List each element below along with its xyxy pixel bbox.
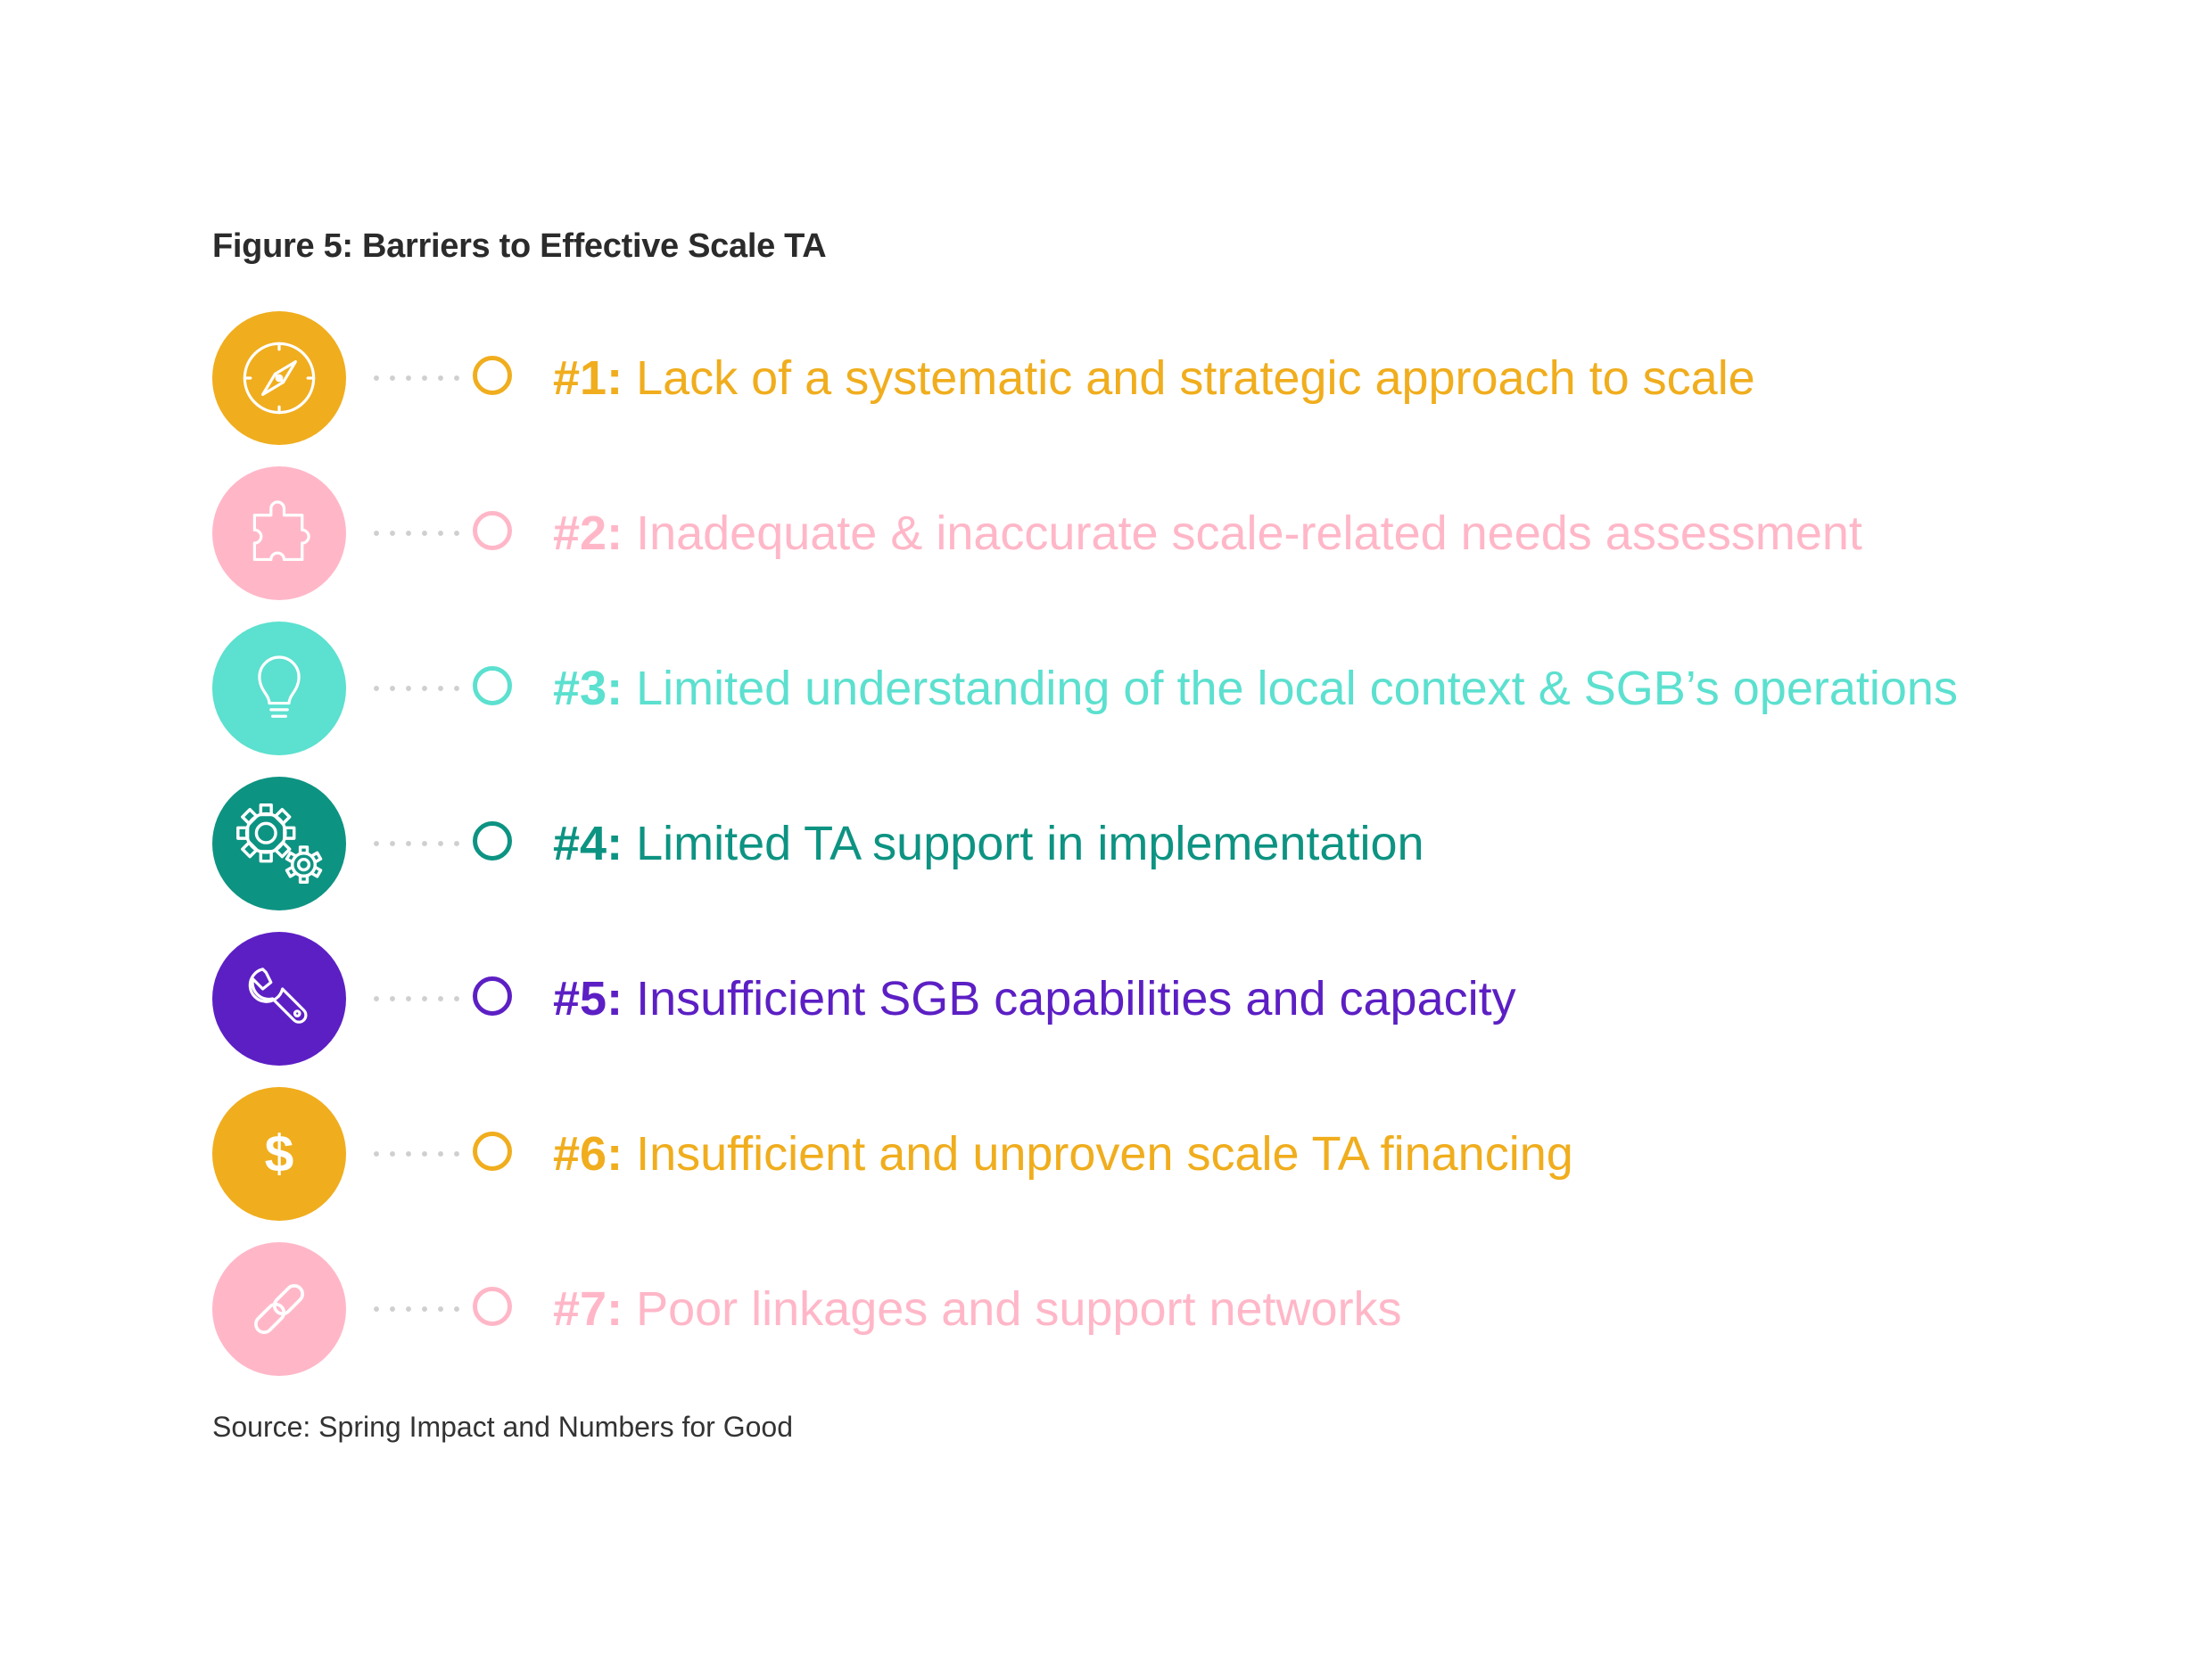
barrier-text: Poor linkages and support networks [636, 1282, 1402, 1336]
barrier-row-6: $ #6: Insufficient and unproven scale TA… [0, 1087, 2212, 1221]
barrier-number: #3: [553, 662, 623, 715]
barrier-text: Inadequate & inaccurate scale-related ne… [636, 507, 1862, 560]
marker-ring [473, 511, 512, 550]
barrier-text: Insufficient and unproven scale TA finan… [636, 1127, 1573, 1181]
barrier-label-7: #7: Poor linkages and support networks [553, 1281, 1402, 1338]
badge-4 [212, 777, 346, 910]
marker-ring [473, 821, 512, 861]
badge-5 [212, 932, 346, 1066]
marker-ring [473, 1287, 512, 1326]
barrier-row-3: #3: Limited understanding of the local c… [0, 622, 2212, 755]
badge-7 [212, 1242, 346, 1376]
connector-dots [368, 531, 466, 536]
barrier-label-3: #3: Limited understanding of the local c… [553, 660, 1958, 717]
marker-ring [473, 976, 512, 1016]
marker-ring [473, 1132, 512, 1171]
connector-dots [368, 375, 466, 381]
barrier-text: Insufficient SGB capabilities and capaci… [636, 972, 1516, 1025]
barrier-row-1: #1: Lack of a systematic and strategic a… [0, 311, 2212, 445]
connector-dots [368, 1306, 466, 1312]
badge-3 [212, 622, 346, 755]
barrier-text: Limited understanding of the local conte… [636, 662, 1958, 715]
link-icon [254, 1284, 304, 1334]
dollar-icon: $ [265, 1124, 294, 1182]
gears-icon [236, 803, 323, 884]
badge-2 [212, 466, 346, 600]
barrier-number: #1: [553, 351, 623, 405]
connector-dots [368, 841, 466, 846]
barrier-row-2: #2: Inadequate & inaccurate scale-relate… [0, 466, 2212, 600]
lightbulb-icon [258, 655, 301, 718]
barrier-number: #6: [553, 1127, 623, 1181]
barrier-row-7: #7: Poor linkages and support networks [0, 1242, 2212, 1376]
connector-dots [368, 1151, 466, 1157]
barrier-label-1: #1: Lack of a systematic and strategic a… [553, 350, 1755, 407]
marker-ring [473, 666, 512, 705]
marker-ring [473, 356, 512, 395]
barrier-number: #5: [553, 972, 623, 1025]
compass-icon [243, 342, 316, 415]
barrier-row-4: #4: Limited TA support in implementation [0, 777, 2212, 910]
barrier-number: #7: [553, 1282, 623, 1336]
barrier-number: #4: [553, 817, 623, 870]
badge-1 [212, 311, 346, 445]
puzzle-icon [252, 500, 310, 562]
barrier-row-5: #5: Insufficient SGB capabilities and ca… [0, 932, 2212, 1066]
svg-text:$: $ [265, 1124, 294, 1182]
figure-title: Figure 5: Barriers to Effective Scale TA [212, 227, 827, 265]
figure-source: Source: Spring Impact and Numbers for Go… [212, 1411, 793, 1443]
badge-6: $ [212, 1087, 346, 1221]
barrier-text: Lack of a systematic and strategic appro… [636, 351, 1755, 405]
barrier-label-4: #4: Limited TA support in implementation [553, 815, 1424, 872]
barrier-label-5: #5: Insufficient SGB capabilities and ca… [553, 970, 1516, 1027]
connector-dots [368, 686, 466, 691]
barrier-label-2: #2: Inadequate & inaccurate scale-relate… [553, 505, 1862, 562]
wrench-icon [248, 968, 308, 1024]
barrier-label-6: #6: Insufficient and unproven scale TA f… [553, 1125, 1573, 1182]
barrier-text: Limited TA support in implementation [636, 817, 1424, 870]
barrier-number: #2: [553, 507, 623, 560]
connector-dots [368, 996, 466, 1001]
